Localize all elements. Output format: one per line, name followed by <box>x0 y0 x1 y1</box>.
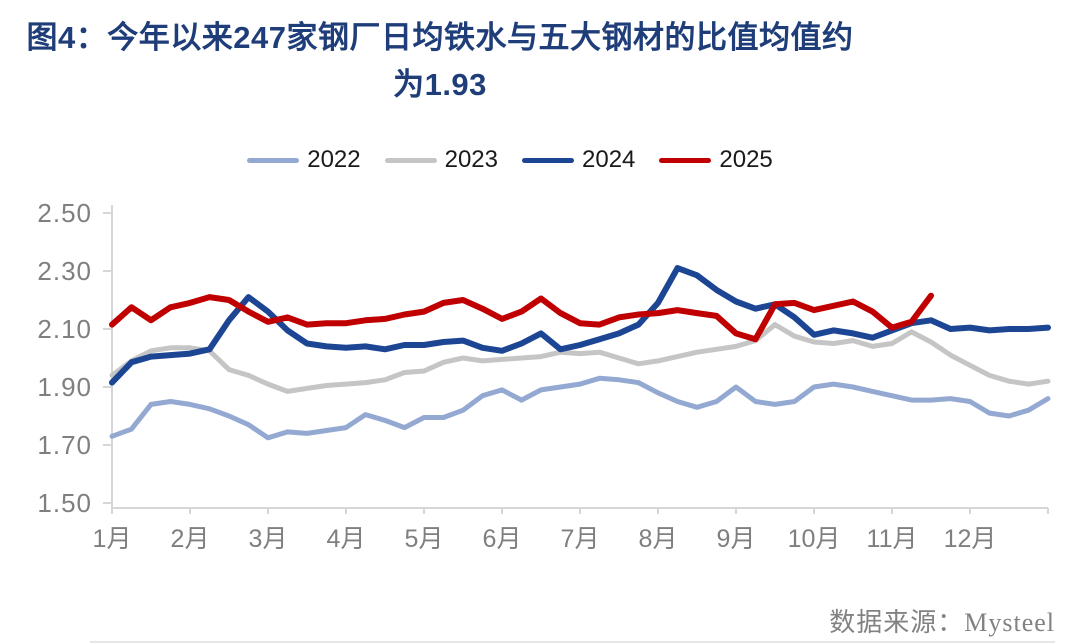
svg-text:2.30: 2.30 <box>37 256 92 286</box>
legend-label: 2023 <box>444 146 498 173</box>
chart-legend: 2022 2023 2024 2025 <box>0 146 1020 174</box>
legend-swatch <box>384 157 437 163</box>
legend-item-2023: 2023 <box>384 146 498 174</box>
svg-text:10月: 10月 <box>788 525 841 553</box>
legend-item-2022: 2022 <box>247 146 361 174</box>
legend-label: 2025 <box>719 146 773 173</box>
legend-swatch <box>659 157 712 163</box>
svg-text:4月: 4月 <box>327 525 366 553</box>
bottom-divider <box>90 641 1055 643</box>
chart-title-line2: 为1.93 <box>393 67 487 102</box>
svg-text:2.50: 2.50 <box>37 198 92 228</box>
svg-text:6月: 6月 <box>483 525 522 553</box>
svg-text:12月: 12月 <box>944 525 997 553</box>
legend-swatch <box>247 157 300 163</box>
svg-text:9月: 9月 <box>717 525 756 553</box>
svg-text:5月: 5月 <box>405 525 444 553</box>
svg-text:8月: 8月 <box>639 525 678 553</box>
legend-label: 2024 <box>582 146 636 173</box>
data-source-label: 数据来源：Mysteel <box>829 608 1055 637</box>
chart-title: 图4：今年以来247家钢厂日均铁水与五大钢材的比值均值约 为1.93 <box>10 14 870 108</box>
svg-text:7月: 7月 <box>561 525 600 553</box>
svg-text:2.10: 2.10 <box>37 314 92 344</box>
legend-item-2024: 2024 <box>522 146 635 174</box>
svg-text:1.70: 1.70 <box>37 430 92 460</box>
chart-title-line1: 图4：今年以来247家钢厂日均铁水与五大钢材的比值均值约 <box>26 20 854 55</box>
legend-label: 2022 <box>307 146 361 173</box>
legend-item-2025: 2025 <box>659 146 773 174</box>
legend-swatch <box>522 157 574 163</box>
svg-text:1.50: 1.50 <box>37 488 92 518</box>
svg-text:2月: 2月 <box>171 525 210 553</box>
svg-text:1.90: 1.90 <box>37 372 92 402</box>
svg-text:3月: 3月 <box>249 525 288 553</box>
svg-text:1月: 1月 <box>93 525 132 553</box>
svg-text:11月: 11月 <box>867 525 918 553</box>
